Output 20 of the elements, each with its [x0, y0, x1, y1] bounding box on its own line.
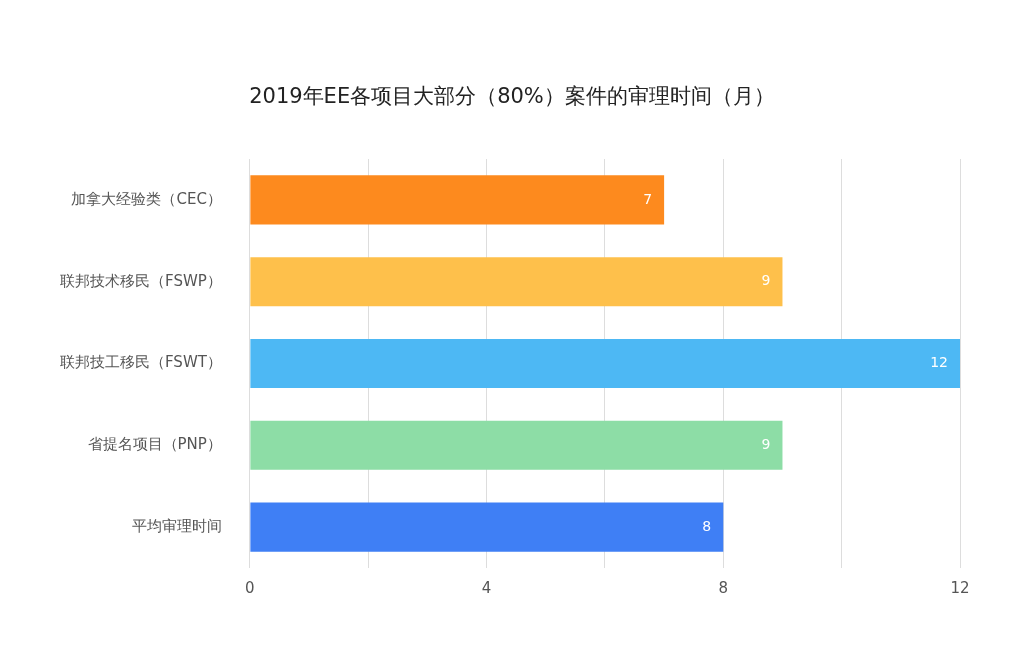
data-label: 7 [643, 190, 653, 207]
data-label: 12 [930, 354, 948, 371]
x-tick-label: 12 [950, 578, 970, 597]
data-label: 9 [761, 272, 771, 289]
x-tick-label: 4 [481, 578, 492, 597]
chart-title: 2019年EE各项目大部分（80%）案件的审理时间（月） [248, 83, 776, 110]
bar [250, 420, 783, 470]
x-tick-label: 0 [245, 578, 255, 597]
y-tick-label: 联邦技术移民（FSWP） [60, 271, 222, 290]
bar [250, 502, 724, 552]
y-tick-label: 省提名项目（PNP） [87, 435, 222, 454]
bar [250, 338, 960, 389]
y-tick-label: 联邦技工移民（FSWT） [59, 353, 222, 372]
data-label: 9 [761, 435, 771, 452]
bar [250, 175, 665, 225]
y-tick-label: 平均审理时间 [131, 516, 222, 535]
y-tick-label: 加拿大经验类（CEC） [71, 189, 222, 208]
bar [250, 257, 783, 307]
data-label: 8 [702, 517, 712, 534]
x-tick-label: 8 [718, 578, 729, 597]
